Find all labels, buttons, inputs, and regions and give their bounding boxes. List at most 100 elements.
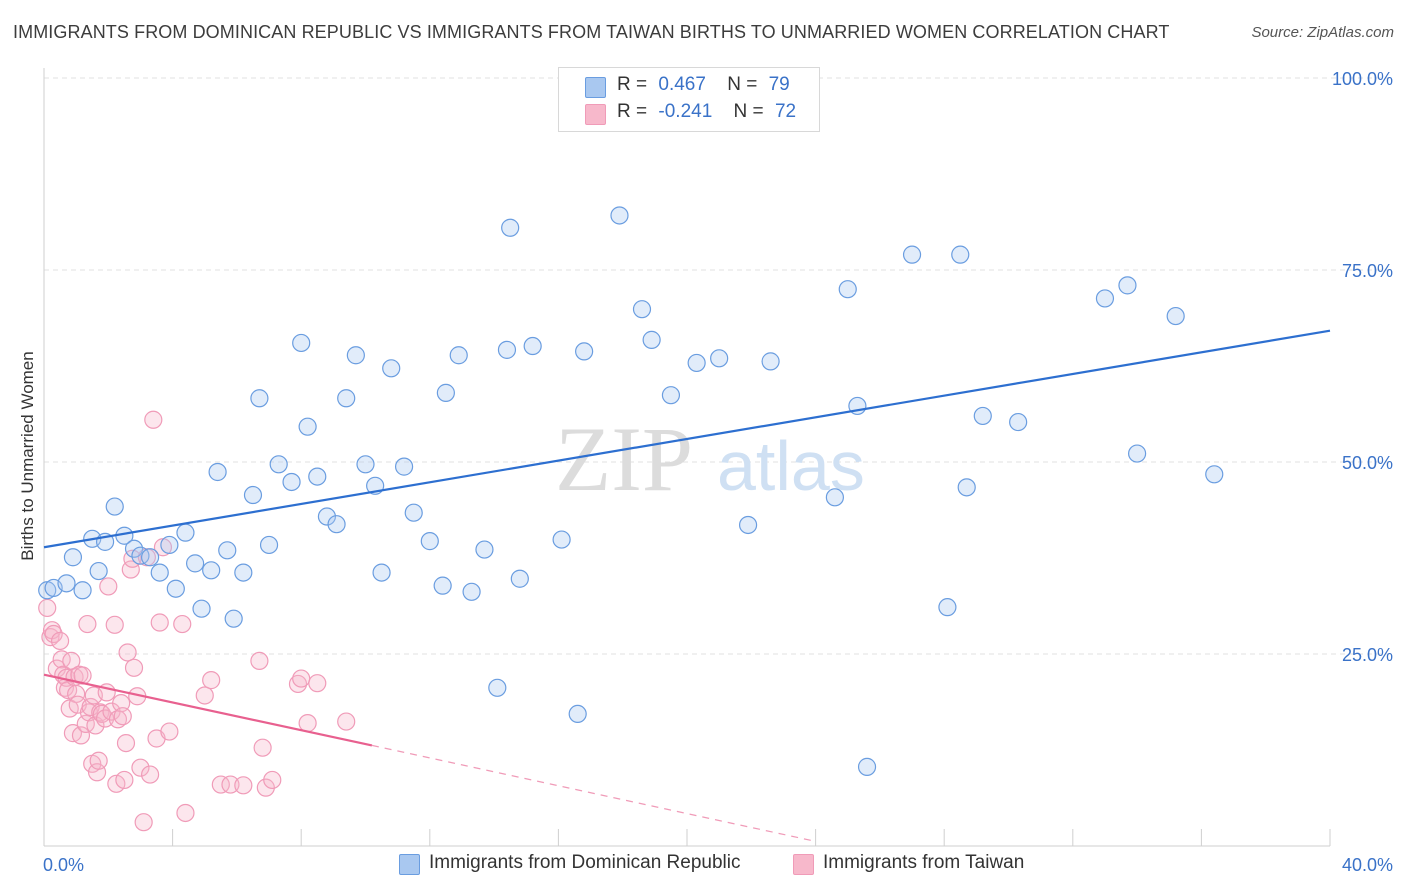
taiwan-point xyxy=(115,770,134,790)
dominican-point xyxy=(825,488,844,507)
dominican-point xyxy=(1205,465,1224,484)
taiwan-point xyxy=(38,598,57,618)
dominican-point xyxy=(973,406,992,426)
dominican-point xyxy=(501,218,520,237)
dominican-point xyxy=(243,485,263,505)
watermark: ZIP atlas xyxy=(555,408,865,510)
y-axis-label: Births to Unmarried Women xyxy=(18,351,37,560)
source-credit: Source: ZipAtlas.com xyxy=(1251,24,1394,41)
dominican-point xyxy=(160,535,179,555)
dominican-point xyxy=(838,280,857,299)
dominican-point xyxy=(192,599,211,618)
dominican-point xyxy=(449,346,468,365)
legend-r-label: R = xyxy=(617,74,648,95)
taiwan-point xyxy=(50,631,70,651)
series-taiwan-points xyxy=(38,410,356,832)
bottom-legend-label-dominican: Immigrants from Dominican Republic xyxy=(429,852,741,873)
taiwan-point xyxy=(71,726,91,745)
dominican-point xyxy=(902,245,922,264)
dominican-point xyxy=(462,582,481,601)
taiwan-trend-extension xyxy=(371,744,816,842)
taiwan-point xyxy=(263,770,282,790)
dominican-point xyxy=(738,515,758,535)
dominican-point xyxy=(298,417,317,436)
taiwan-point xyxy=(116,733,136,753)
legend-n-label: N = xyxy=(727,74,758,95)
dominican-point xyxy=(269,455,288,474)
y-tick-labels: 25.0% 50.0% 75.0% 100.0% xyxy=(1332,69,1393,665)
taiwan-point xyxy=(195,686,214,705)
taiwan-point xyxy=(202,671,221,690)
dominican-point xyxy=(938,598,957,617)
dominican-point xyxy=(140,548,160,567)
taiwan-point xyxy=(113,707,132,726)
dominican-point xyxy=(382,359,401,378)
chart-title: IMMIGRANTS FROM DOMINICAN REPUBLIC VS IM… xyxy=(13,22,1170,42)
taiwan-point xyxy=(160,722,179,741)
y-tick-label: 50.0% xyxy=(1342,453,1393,473)
dominican-point xyxy=(1009,412,1028,432)
dominican-point xyxy=(317,507,337,526)
legend-swatch-taiwan xyxy=(585,104,606,125)
dominican-point xyxy=(661,386,681,405)
dominican-point xyxy=(337,389,356,408)
taiwan-point xyxy=(105,615,124,634)
dominican-point xyxy=(150,563,169,582)
taiwan-point xyxy=(337,712,356,731)
taiwan-point xyxy=(41,628,60,647)
taiwan-point xyxy=(118,643,137,662)
dominican-point xyxy=(57,574,76,593)
dominican-point xyxy=(420,532,439,551)
taiwan-point xyxy=(131,758,150,777)
dominican-trend-line xyxy=(43,329,1331,549)
dominican-point xyxy=(308,467,327,486)
dominican-point xyxy=(224,609,243,628)
taiwan-point xyxy=(124,658,144,677)
trend-lines xyxy=(43,329,1331,842)
dominican-point xyxy=(327,515,346,534)
dominican-point xyxy=(857,757,877,776)
watermark-zip: ZIP xyxy=(555,408,693,510)
dominican-point xyxy=(124,539,144,558)
dominican-point xyxy=(259,535,279,555)
taiwan-point xyxy=(250,651,269,671)
dominican-point xyxy=(63,548,83,567)
taiwan-point xyxy=(112,694,131,713)
taiwan-point xyxy=(292,669,311,688)
dominican-point xyxy=(523,336,542,356)
taiwan-point xyxy=(288,674,308,694)
taiwan-point xyxy=(173,614,192,634)
taiwan-point xyxy=(221,775,240,794)
taiwan-trend-line xyxy=(43,673,373,747)
bottom-legend-label-taiwan: Immigrants from Taiwan xyxy=(823,852,1025,873)
taiwan-point xyxy=(44,624,63,644)
dominican-point xyxy=(1095,289,1115,308)
dominican-point xyxy=(497,340,517,359)
watermark-atlas: atlas xyxy=(717,427,865,505)
taiwan-point xyxy=(140,765,160,784)
dominican-point xyxy=(404,503,423,522)
axes xyxy=(43,68,1331,847)
bottom-legend-swatch-taiwan xyxy=(793,854,814,875)
dominican-point xyxy=(176,523,195,542)
taiwan-point xyxy=(95,709,115,728)
taiwan-point xyxy=(134,813,153,832)
dominican-point xyxy=(346,346,365,365)
dominican-point xyxy=(436,383,455,402)
dominican-point xyxy=(610,206,629,225)
dominican-point xyxy=(105,497,124,516)
taiwan-point xyxy=(298,714,317,733)
taiwan-point xyxy=(144,410,163,429)
dominican-point xyxy=(73,581,92,600)
series-dominican-points xyxy=(38,206,1224,776)
taiwan-point xyxy=(87,763,107,782)
legend-n-label: N = xyxy=(733,101,764,122)
dominican-point xyxy=(475,540,494,559)
taiwan-point xyxy=(78,614,97,634)
taiwan-point xyxy=(211,775,230,794)
dominican-point xyxy=(394,457,414,476)
dominican-point xyxy=(218,541,237,560)
dominican-point xyxy=(250,389,269,408)
dominican-point xyxy=(1166,306,1185,326)
